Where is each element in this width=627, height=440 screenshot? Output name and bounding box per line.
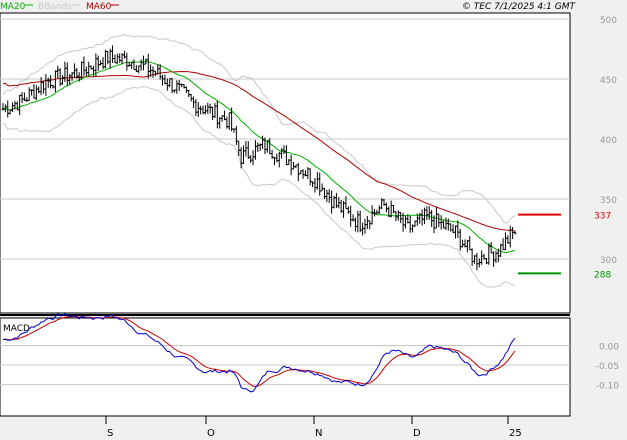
x-tick-label: S — [107, 428, 113, 439]
price-y-tick: 350 — [600, 196, 617, 206]
x-tick-label: N — [315, 428, 322, 439]
legend: MA20 BBands MA60 — [0, 2, 119, 12]
macd-line — [2, 313, 516, 393]
x-tick-label: D — [413, 428, 421, 439]
x-axis: S O N D 25 — [105, 416, 522, 439]
bband-upper — [2, 34, 516, 224]
bollinger-bands — [2, 34, 516, 288]
macd-lines — [2, 313, 516, 393]
level-marker-label: 288 — [594, 270, 611, 280]
price-y-tick: 450 — [600, 76, 617, 86]
price-y-tick: 400 — [600, 136, 617, 146]
legend-ma60: MA60 — [86, 2, 112, 12]
legend-bbands: BBands — [38, 2, 72, 12]
macd-y-axis: 0.00 -0.05 -0.10 — [596, 342, 620, 391]
ma60-line — [2, 70, 516, 232]
bband-lower — [2, 86, 516, 288]
price-y-tick: 500 — [600, 16, 617, 26]
macd-title: MACD — [3, 324, 30, 334]
copyright-stamp: © TEC 7/1/2025 4:1 GMT — [462, 2, 577, 12]
x-tick-label: 25 — [509, 428, 522, 439]
macd-y-tick: -0.05 — [596, 362, 619, 372]
price-panel — [0, 12, 571, 314]
macd-grid — [0, 344, 570, 386]
ohlc-bar — [513, 231, 517, 235]
level-marker-label: 337 — [594, 212, 611, 222]
level-markers: 337 288 — [518, 212, 611, 280]
price-y-axis: 300 350 400 450 500 — [600, 16, 617, 266]
macd-y-tick: -0.10 — [596, 382, 620, 392]
macd-y-tick: 0.00 — [599, 342, 619, 352]
price-grid — [0, 18, 570, 260]
price-y-tick: 300 — [600, 256, 617, 266]
price-bars — [1, 45, 517, 271]
x-tick-label: O — [207, 428, 215, 439]
legend-ma20: MA20 — [0, 2, 26, 12]
